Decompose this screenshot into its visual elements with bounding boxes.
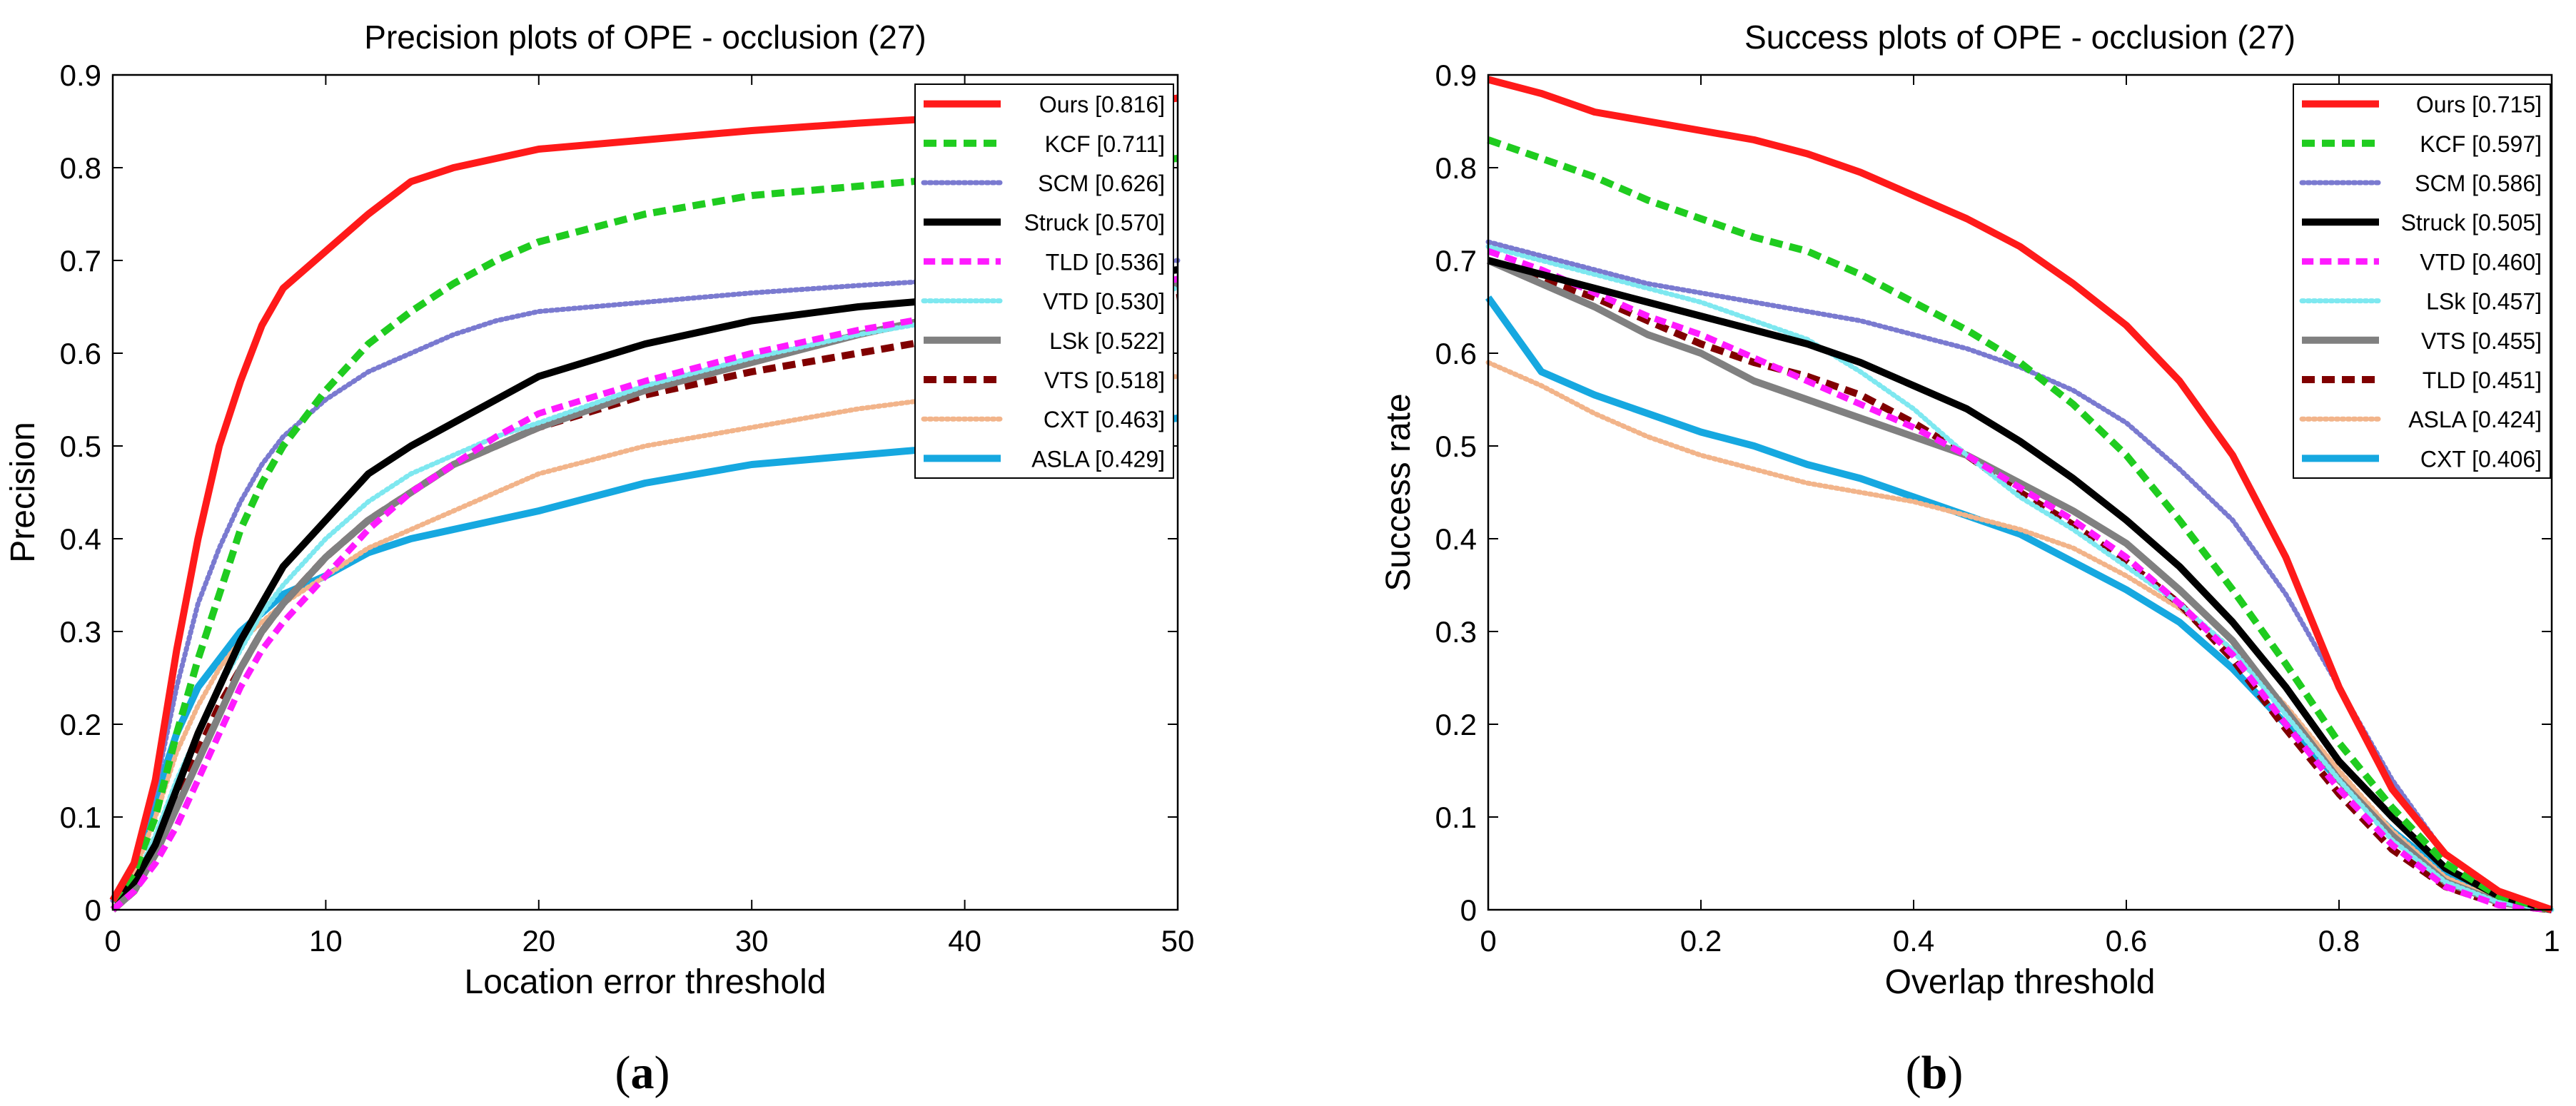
y-tick-label: 0	[85, 893, 101, 927]
x-tick-label: 0.8	[2318, 924, 2360, 958]
y-tick-label: 0.6	[60, 337, 101, 370]
chart-title: Precision plots of OPE - occlusion (27)	[364, 19, 926, 56]
legend-label: CXT [0.406]	[2420, 446, 2542, 472]
legend-label: VTS [0.455]	[2421, 328, 2542, 354]
legend-label: Ours [0.816]	[1039, 92, 1165, 118]
y-tick-label: 0.4	[60, 522, 101, 556]
y-tick-label: 0.7	[60, 244, 101, 278]
legend-label: LSk [0.522]	[1049, 328, 1165, 354]
legend-label: SCM [0.586]	[2415, 171, 2542, 196]
panel-label: a	[631, 1047, 655, 1099]
y-tick-label: 0.2	[1435, 708, 1477, 741]
legend-label: TLD [0.536]	[1046, 249, 1165, 275]
x-tick-label: 0.2	[1680, 924, 1722, 958]
y-tick-label: 0.3	[1435, 615, 1477, 649]
series-line	[109, 94, 1178, 903]
y-tick-label: 0.4	[1435, 522, 1477, 556]
y-axis-label: Success rate	[1380, 393, 1418, 591]
y-tick-label: 0.8	[1435, 151, 1477, 185]
legend-label: Struck [0.570]	[1024, 210, 1165, 235]
x-tick-label: 0.6	[2106, 924, 2147, 958]
y-tick-label: 0.5	[1435, 430, 1477, 463]
axes-box	[1487, 73, 2553, 911]
y-tick-label: 0	[1460, 893, 1477, 927]
y-tick-label: 0.6	[1435, 337, 1477, 370]
x-tick-label: 0	[104, 924, 121, 958]
x-tick-label: 0	[1480, 924, 1496, 958]
series-line	[1487, 76, 2553, 913]
panel-label: b	[1921, 1047, 1948, 1099]
x-tick-label: 30	[735, 924, 769, 958]
y-tick-label: 0.9	[1435, 59, 1477, 92]
x-axis-label: Location error threshold	[465, 963, 827, 1001]
panel-caption: (b)	[1906, 1047, 1964, 1099]
legend-label: KCF [0.597]	[2420, 131, 2542, 157]
legend-label: ASLA [0.424]	[2408, 407, 2542, 432]
legend-label: VTD [0.460]	[2420, 249, 2542, 275]
x-tick-label: 40	[948, 924, 981, 958]
series-line	[110, 258, 1181, 903]
y-tick-label: 0.8	[60, 151, 101, 185]
y-tick-label: 0.3	[60, 615, 101, 649]
legend-label: CXT [0.463]	[1044, 407, 1165, 432]
series-group	[109, 94, 1181, 913]
legend: Ours [0.816] KCF [0.711] SCM [0.626] Struck…	[914, 83, 1174, 479]
x-axis-label: Overlap threshold	[1885, 963, 2156, 1001]
x-tick-label: 0.4	[1893, 924, 1934, 958]
y-tick-label: 0.1	[1435, 801, 1477, 834]
x-tick-label: 10	[309, 924, 343, 958]
panel-caption: (a)	[615, 1047, 670, 1099]
y-tick-label: 0.1	[60, 801, 101, 834]
legend-label: KCF [0.711]	[1045, 131, 1165, 157]
series-line	[1487, 248, 2552, 913]
legend-label: Ours [0.715]	[2416, 92, 2542, 118]
x-tick-label: 1	[2543, 924, 2560, 958]
chart-panel-a: Precision plots of OPE - occlusion (27) L…	[4, 19, 1194, 1099]
series-line	[111, 275, 1178, 913]
y-tick-label: 0.5	[60, 430, 101, 463]
series-line	[110, 374, 1181, 903]
legend-box	[2293, 83, 2551, 479]
legend-label: TLD [0.451]	[2423, 367, 2542, 393]
chart-title: Success plots of OPE - occlusion (27)	[1744, 19, 2295, 56]
legend-label: SCM [0.626]	[1038, 171, 1165, 196]
series-group	[1485, 76, 2555, 913]
legend-label: ASLA [0.429]	[1031, 446, 1165, 472]
axes-box	[111, 73, 1179, 911]
series-line	[110, 155, 1178, 903]
legend-label: Struck [0.505]	[2401, 210, 2542, 235]
legend-label: LSk [0.457]	[2426, 289, 2542, 315]
series-line	[1487, 257, 2553, 913]
legend: Ours [0.715] KCF [0.597] SCM [0.586] Struck…	[2293, 83, 2551, 479]
x-tick-label: 50	[1161, 924, 1195, 958]
y-axis-label: Precision	[4, 422, 42, 562]
series-line	[1485, 360, 2555, 913]
legend-label: VTD [0.530]	[1043, 289, 1165, 315]
chart-panel-b: Success plots of OPE - occlusion (27) Ove…	[1380, 19, 2560, 1099]
series-line	[110, 266, 1178, 903]
series-line	[110, 294, 1178, 913]
x-tick-label: 20	[522, 924, 555, 958]
y-tick-label: 0.7	[1435, 244, 1477, 278]
series-line	[1487, 257, 2552, 913]
legend-box	[914, 83, 1174, 479]
legend-label: VTS [0.518]	[1044, 367, 1165, 393]
series-line	[109, 415, 1178, 903]
series-line	[1487, 136, 2553, 913]
y-tick-label: 0.9	[60, 59, 101, 92]
series-line	[1485, 244, 2555, 913]
y-tick-label: 0.2	[60, 708, 101, 741]
